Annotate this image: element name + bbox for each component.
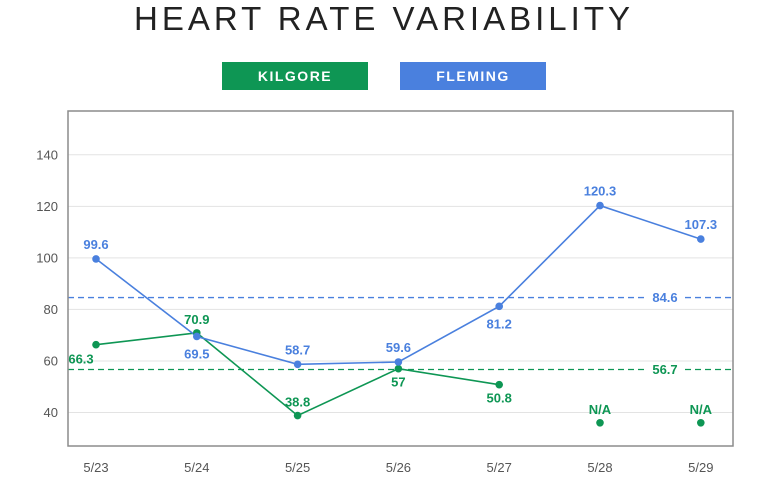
legend-kilgore[interactable]: KILGORE bbox=[222, 62, 368, 90]
fleming-average-label: 84.6 bbox=[652, 290, 677, 305]
fleming-data-label: 59.6 bbox=[386, 340, 411, 355]
fleming-point[interactable] bbox=[495, 302, 504, 311]
fleming-data-label: 69.5 bbox=[184, 346, 209, 361]
kilgore-data-label: 38.8 bbox=[285, 395, 310, 410]
kilgore-data-label: 57 bbox=[391, 375, 405, 390]
kilgore-point[interactable] bbox=[697, 419, 705, 427]
x-tick-label: 5/25 bbox=[285, 460, 310, 475]
kilgore-data-label: N/A bbox=[589, 402, 612, 417]
fleming-point[interactable] bbox=[293, 360, 302, 369]
kilgore-point[interactable] bbox=[293, 411, 302, 420]
chart-title: HEART RATE VARIABILITY bbox=[133, 0, 634, 37]
fleming-point[interactable] bbox=[596, 201, 604, 210]
x-tick-label: 5/26 bbox=[386, 460, 411, 475]
kilgore-point[interactable] bbox=[495, 380, 504, 389]
y-tick-label: 60 bbox=[44, 353, 58, 368]
axis-ticks: 40 60 80 100 120 140 5/23 5/24 5/25 5/26 5/27 5/28 5… bbox=[36, 147, 713, 475]
fleming-point[interactable] bbox=[92, 255, 100, 263]
x-tick-label: 5/29 bbox=[688, 460, 713, 475]
fleming-data-label: 58.7 bbox=[285, 342, 310, 357]
kilgore-average-label: 56.7 bbox=[652, 362, 677, 377]
fleming-data-label: 81.2 bbox=[487, 316, 512, 331]
data-labels: 56.7 66.3 70.9 38.8 57 50.8 N/A N/A 84.6 99.6 69.5… bbox=[68, 184, 717, 417]
fleming-point[interactable] bbox=[697, 235, 705, 243]
kilgore-data-label: N/A bbox=[690, 402, 713, 417]
fleming-data-label: 99.6 bbox=[83, 237, 108, 252]
y-tick-label: 140 bbox=[36, 147, 58, 162]
fleming-data-label: 120.3 bbox=[584, 184, 617, 199]
average-lines bbox=[68, 296, 733, 371]
x-tick-label: 5/23 bbox=[83, 460, 108, 475]
kilgore-point[interactable] bbox=[596, 419, 604, 427]
kilgore-data-label: 50.8 bbox=[487, 391, 512, 406]
x-tick-label: 5/28 bbox=[587, 460, 612, 475]
kilgore-data-label: 70.9 bbox=[184, 312, 209, 327]
kilgore-data-label: 66.3 bbox=[68, 352, 93, 367]
kilgore-point[interactable] bbox=[92, 340, 100, 349]
plot-frame bbox=[67, 110, 734, 447]
x-tick-label: 5/27 bbox=[487, 460, 512, 475]
y-tick-label: 100 bbox=[36, 250, 58, 265]
y-tick-label: 40 bbox=[44, 405, 58, 420]
data-points bbox=[92, 201, 705, 427]
legend-fleming[interactable]: FLEMING bbox=[400, 62, 546, 90]
y-tick-label: 80 bbox=[44, 302, 58, 317]
fleming-point[interactable] bbox=[394, 358, 403, 366]
fleming-point[interactable] bbox=[193, 332, 201, 341]
kilgore-point[interactable] bbox=[394, 364, 403, 373]
y-tick-label: 120 bbox=[36, 199, 58, 214]
fleming-data-label: 107.3 bbox=[685, 217, 718, 232]
x-tick-label: 5/24 bbox=[184, 460, 209, 475]
